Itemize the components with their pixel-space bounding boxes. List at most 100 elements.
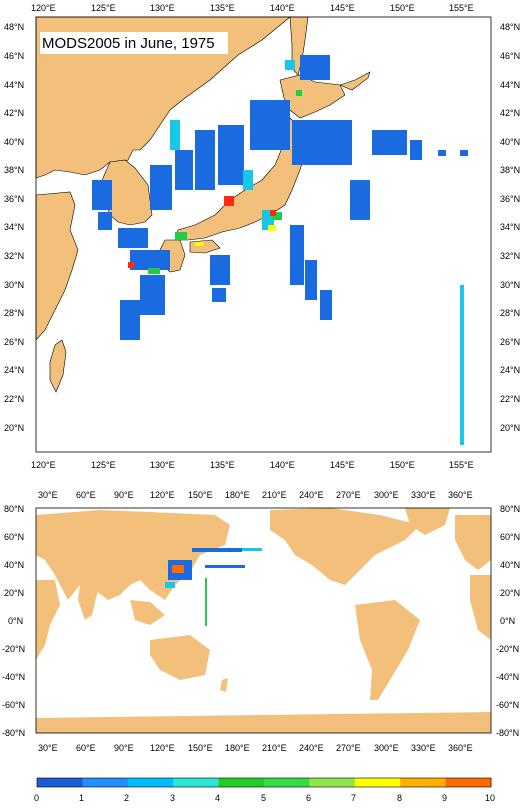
colorbar-label: 0 bbox=[34, 793, 39, 803]
lat-label: 42°N bbox=[500, 108, 520, 118]
global-top-lon-labels: 30°E 60°E 90°E 120°E 150°E 180°E 210°E 2… bbox=[38, 490, 473, 500]
colorbar-swatch bbox=[445, 778, 492, 787]
lat-label: 26°N bbox=[4, 337, 24, 347]
lon-label: 330°E bbox=[411, 490, 436, 500]
lon-label: 90°E bbox=[114, 743, 134, 753]
lon-label: 270°E bbox=[336, 743, 361, 753]
lat-label: 28°N bbox=[500, 308, 520, 318]
global-right-lat-labels: 80°N 60°N 40°N 20°N 0°N -20°N -40°N -60°… bbox=[496, 504, 520, 738]
lon-label: 90°E bbox=[114, 490, 134, 500]
global-left-lat-labels: 80°N 60°N 40°N 20°N 0°N -20°N -40°N -60°… bbox=[2, 504, 25, 738]
lat-label: 20°N bbox=[500, 423, 520, 433]
colorbar-label: 6 bbox=[306, 793, 311, 803]
regional-top-lon-labels: 120°E 125°E 130°E 135°E 140°E 145°E 150°… bbox=[31, 3, 474, 13]
lat-label: 30°N bbox=[4, 280, 24, 290]
lat-label: -20°N bbox=[2, 644, 25, 654]
regional-right-lat-labels: 48°N 46°N 44°N 42°N 40°N 38°N 36°N 34°N … bbox=[500, 22, 520, 433]
lon-label: 30°E bbox=[38, 490, 58, 500]
lat-label: 40°N bbox=[4, 560, 24, 570]
lon-label: 300°E bbox=[374, 743, 399, 753]
lat-label: 36°N bbox=[4, 194, 24, 204]
lon-label: 120°E bbox=[31, 3, 56, 13]
lat-label: -80°N bbox=[2, 728, 25, 738]
lat-label: 32°N bbox=[4, 251, 24, 261]
lon-label: 145°E bbox=[330, 460, 355, 470]
colorbar-labels: 0 1 2 3 4 5 6 7 8 9 10 bbox=[34, 793, 495, 803]
lat-label: 38°N bbox=[500, 165, 520, 175]
lon-label: 150°E bbox=[390, 460, 415, 470]
colorbar-swatch bbox=[400, 778, 447, 787]
regional-frame bbox=[35, 16, 492, 453]
lat-label: 42°N bbox=[4, 108, 24, 118]
lat-label: 22°N bbox=[500, 394, 520, 404]
title-box bbox=[40, 32, 228, 54]
lat-label: -40°N bbox=[496, 672, 519, 682]
lon-label: 130°E bbox=[150, 460, 175, 470]
colorbar-swatch bbox=[37, 778, 83, 787]
colorbar-label: 7 bbox=[351, 793, 356, 803]
lon-label: 300°E bbox=[374, 490, 399, 500]
colorbar-label: 10 bbox=[485, 793, 495, 803]
regional-map: MODS2005 in June, 1975 120°E 125°E 130°E… bbox=[4, 3, 520, 470]
lat-label: 44°N bbox=[4, 80, 24, 90]
colorbar-swatch bbox=[82, 778, 129, 787]
lat-label: 60°N bbox=[500, 532, 520, 542]
lat-label: 24°N bbox=[500, 365, 520, 375]
colorbar-label: 1 bbox=[79, 793, 84, 803]
colorbar-label: 3 bbox=[170, 793, 175, 803]
colorbar-swatch bbox=[173, 778, 220, 787]
regional-left-lat-labels: 48°N 46°N 44°N 42°N 40°N 38°N 36°N 34°N … bbox=[4, 22, 24, 433]
colorbar-label: 2 bbox=[124, 793, 129, 803]
global-bottom-lon-labels: 30°E 60°E 90°E 120°E 150°E 180°E 210°E 2… bbox=[38, 743, 473, 753]
colorbar-label: 8 bbox=[397, 793, 402, 803]
lon-label: 120°E bbox=[31, 460, 56, 470]
regional-bottom-lon-labels: 120°E 125°E 130°E 135°E 140°E 145°E 150°… bbox=[31, 460, 474, 470]
lon-label: 155°E bbox=[449, 460, 474, 470]
lon-label: 135°E bbox=[210, 460, 235, 470]
lat-label: 80°N bbox=[4, 504, 24, 514]
lat-label: 40°N bbox=[500, 137, 520, 147]
colorbar-label: 4 bbox=[215, 793, 220, 803]
colorbar-swatches bbox=[37, 778, 492, 787]
lat-label: 46°N bbox=[500, 51, 520, 61]
lat-label: 60°N bbox=[4, 532, 24, 542]
lat-label: 20°N bbox=[4, 588, 24, 598]
lon-label: 180°E bbox=[225, 743, 250, 753]
lat-label: 26°N bbox=[500, 337, 520, 347]
lat-label: 48°N bbox=[4, 22, 24, 32]
lon-label: 130°E bbox=[150, 3, 175, 13]
colorbar-swatch bbox=[218, 778, 265, 787]
lon-label: 60°E bbox=[76, 743, 96, 753]
colorbar-swatch bbox=[354, 778, 401, 787]
lon-label: 210°E bbox=[262, 743, 287, 753]
lat-label: 48°N bbox=[500, 22, 520, 32]
global-map: 30°E 60°E 90°E 120°E 150°E 180°E 210°E 2… bbox=[2, 490, 520, 753]
lon-label: 240°E bbox=[299, 490, 324, 500]
global-frame bbox=[35, 507, 492, 734]
lat-label: 22°N bbox=[4, 394, 24, 404]
lat-label: 80°N bbox=[500, 504, 520, 514]
lon-label: 30°E bbox=[38, 743, 58, 753]
lat-label: -40°N bbox=[2, 672, 25, 682]
lon-label: 60°E bbox=[76, 490, 96, 500]
lat-label: 40°N bbox=[500, 560, 520, 570]
lon-label: 120°E bbox=[150, 490, 175, 500]
lon-label: 210°E bbox=[262, 490, 287, 500]
lon-label: 240°E bbox=[299, 743, 324, 753]
colorbar-frame bbox=[36, 777, 492, 788]
map-title: MODS2005 in June, 1975 bbox=[42, 35, 215, 52]
lon-label: 180°E bbox=[225, 490, 250, 500]
lon-label: 145°E bbox=[330, 3, 355, 13]
global-observations bbox=[165, 548, 262, 626]
lat-label: 28°N bbox=[4, 308, 24, 318]
lon-label: 155°E bbox=[449, 3, 474, 13]
colorbar-label: 5 bbox=[261, 793, 266, 803]
colorbar-label: 9 bbox=[442, 793, 447, 803]
lon-label: 150°E bbox=[390, 3, 415, 13]
colorbar-swatch bbox=[127, 778, 174, 787]
lon-label: 360°E bbox=[448, 743, 473, 753]
lat-label: 38°N bbox=[4, 165, 24, 175]
lat-label: 46°N bbox=[4, 51, 24, 61]
lat-label: 0°N bbox=[500, 616, 515, 626]
lat-label: 20°N bbox=[500, 588, 520, 598]
